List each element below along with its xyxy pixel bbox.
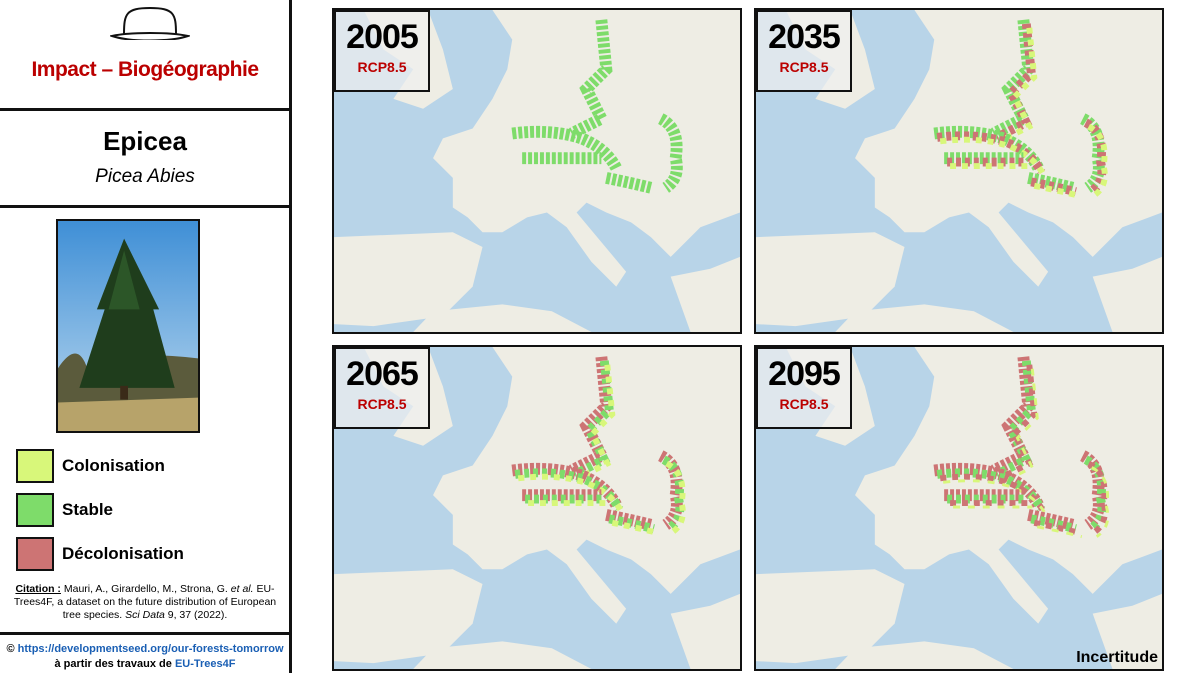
hat-icon	[110, 6, 190, 40]
species-name: Epicea	[103, 126, 187, 156]
credit-symbol: ©	[6, 643, 15, 655]
citation-authors: Mauri, A., Girardello, M., Strona, G.	[63, 583, 228, 595]
distribution	[1001, 368, 1039, 484]
note: Incertitude	[1076, 649, 1158, 666]
year-box: 2065 RCP8.5	[334, 347, 430, 429]
citation-journal: Sci Data	[125, 609, 165, 621]
map-panel: 2005 RCP8.5	[332, 8, 742, 334]
distribution	[998, 27, 1038, 145]
distribution	[1030, 514, 1077, 534]
distribution	[942, 479, 1049, 518]
distribution	[665, 460, 686, 536]
map	[334, 347, 740, 669]
year: 2065	[346, 355, 419, 393]
distribution	[608, 514, 655, 534]
side-panel: Impact – Biogéographie Epicea Picea Abie…	[0, 0, 290, 673]
legend-label: Colonisation	[62, 456, 165, 475]
citation: Citation : Mauri, A., Girardello, M., St…	[4, 583, 286, 622]
legend-swatch	[16, 449, 54, 483]
citation-ref: 9, 37 (2022).	[167, 609, 228, 621]
tree-photo	[56, 219, 200, 433]
citation-label: Citation :	[15, 583, 61, 595]
distribution	[998, 364, 1038, 482]
credit-text: à partir des travaux de	[54, 658, 172, 670]
distribution	[1033, 182, 1080, 199]
year-box: 2005 RCP8.5	[334, 10, 430, 92]
map-panel: 2065 RCP8.5	[332, 345, 742, 671]
distribution	[1030, 177, 1077, 197]
legend-label: Stable	[62, 500, 114, 519]
scenario: RCP8.5	[779, 396, 829, 412]
distribution	[1033, 519, 1080, 536]
credit-source[interactable]: EU-Trees4F	[174, 658, 236, 670]
scenario: RCP8.5	[779, 59, 829, 75]
year-box: 2095 RCP8.5	[756, 347, 852, 429]
credit-link[interactable]: https://developmentseed.org/our-forests-…	[17, 643, 284, 655]
distribution	[511, 125, 622, 171]
year: 2095	[768, 355, 841, 393]
divider	[0, 205, 290, 208]
citation-etal: et al.	[230, 583, 254, 595]
legend-label: Décolonisation	[62, 544, 184, 563]
distribution	[576, 364, 616, 482]
distribution	[661, 455, 685, 533]
map	[756, 347, 1162, 669]
distribution	[605, 172, 653, 194]
year: 2005	[346, 18, 419, 56]
divider	[0, 108, 290, 111]
scenario: RCP8.5	[357, 59, 407, 75]
legend-swatch	[16, 537, 54, 571]
citation-text: EU-Trees4F, a dataset on the future dist…	[13, 583, 277, 621]
map-panel: 2095 RCP8.5	[754, 345, 1164, 671]
species-latin: Picea Abies	[95, 166, 195, 187]
map	[756, 10, 1162, 332]
year-box: 2035 RCP8.5	[756, 10, 852, 92]
title: Impact – Biogéographie	[31, 58, 259, 81]
distribution	[1087, 460, 1108, 536]
map-panel: 2035 RCP8.5	[754, 8, 1164, 334]
divider	[0, 632, 290, 635]
year: 2035	[768, 18, 841, 56]
distribution	[1036, 525, 1083, 539]
distribution	[1083, 118, 1107, 196]
scenario: RCP8.5	[357, 396, 407, 412]
divider	[289, 0, 292, 673]
legend-swatch	[16, 493, 54, 527]
distribution	[1087, 123, 1108, 199]
distribution	[657, 113, 683, 193]
map	[334, 10, 740, 332]
distribution	[1090, 466, 1110, 538]
distribution	[569, 19, 613, 139]
distribution	[1083, 455, 1107, 533]
credit: © https://developmentseed.org/our-forest…	[4, 642, 286, 672]
distribution	[611, 519, 658, 536]
